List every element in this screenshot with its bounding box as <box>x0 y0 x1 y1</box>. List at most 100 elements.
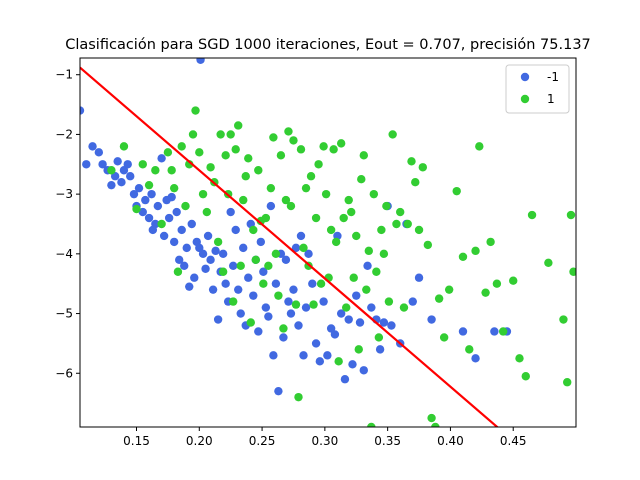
point-series-0-74 <box>284 297 293 306</box>
point-series-1-121 <box>566 210 576 220</box>
point-series-0-4 <box>98 160 107 169</box>
point-series-0-48 <box>218 249 228 259</box>
point-series-0-94 <box>348 360 357 369</box>
point-series-1-95 <box>407 157 416 166</box>
plot-frame <box>79 57 577 428</box>
point-series-1-120 <box>563 378 572 387</box>
point-series-1-61 <box>314 160 323 169</box>
legend-label-1: 1 <box>547 92 555 106</box>
point-series-1-22 <box>216 130 225 139</box>
point-series-1-122 <box>569 267 576 276</box>
point-series-1-94 <box>403 219 412 229</box>
point-series-1-23 <box>218 267 228 276</box>
point-series-1-7 <box>163 148 173 157</box>
point-series-0-44 <box>208 285 218 294</box>
point-series-1-64 <box>321 189 331 199</box>
point-series-1-118 <box>544 258 553 267</box>
point-series-1-4 <box>144 180 154 190</box>
point-series-0-63 <box>256 237 266 247</box>
point-series-0-22 <box>153 201 163 211</box>
point-series-1-11 <box>177 142 186 151</box>
point-series-1-45 <box>274 291 283 300</box>
point-series-0-60 <box>249 291 258 300</box>
point-series-0-58 <box>244 273 253 282</box>
point-series-0-23 <box>157 154 166 163</box>
x-tick-label-3: 0.30 <box>312 434 339 448</box>
point-series-0-21 <box>151 219 160 229</box>
point-series-0-80 <box>299 351 308 360</box>
point-series-1-49 <box>284 127 293 136</box>
point-series-0-104 <box>387 321 396 330</box>
point-series-1-104 <box>444 285 454 294</box>
point-series-0-9 <box>117 177 126 187</box>
point-series-0-30 <box>175 255 184 265</box>
point-series-1-31 <box>239 195 248 205</box>
point-series-1-103 <box>439 333 449 342</box>
point-series-0-27 <box>167 192 176 202</box>
boundary-line <box>80 66 499 427</box>
point-series-0-53 <box>231 225 240 235</box>
point-series-0-28 <box>169 237 179 247</box>
point-series-1-42 <box>266 183 276 193</box>
point-series-1-50 <box>286 201 296 211</box>
point-series-0-111 <box>471 354 480 363</box>
point-series-0-92 <box>340 375 350 384</box>
point-series-0-99 <box>367 303 376 312</box>
point-series-1-32 <box>241 172 250 181</box>
point-series-0-110 <box>458 327 468 336</box>
point-series-0-7 <box>110 172 120 181</box>
x-tick-label-0: 0.15 <box>123 434 150 448</box>
point-series-1-119 <box>559 315 568 324</box>
point-series-0-67 <box>266 201 276 211</box>
point-series-1-77 <box>354 345 363 354</box>
point-series-0-43 <box>206 255 215 265</box>
point-series-1-1 <box>119 142 129 151</box>
point-series-1-56 <box>301 183 311 193</box>
point-series-0-91 <box>336 309 346 318</box>
point-series-0-46 <box>213 315 223 324</box>
point-series-1-83 <box>369 189 379 199</box>
x-tick-label-1: 0.20 <box>186 434 213 448</box>
legend-box <box>505 64 570 114</box>
point-series-1-47 <box>279 324 288 333</box>
point-series-1-86 <box>377 225 386 235</box>
point-series-1-27 <box>228 297 238 306</box>
point-series-0-8 <box>113 157 122 166</box>
point-series-1-112 <box>492 279 502 288</box>
point-series-1-46 <box>276 151 286 160</box>
x-tick-label-6: 0.45 <box>500 434 527 448</box>
legend: -1 1 <box>505 64 570 114</box>
point-series-0-112 <box>490 327 499 336</box>
y-tick-label-3: −4 <box>55 247 73 261</box>
x-tick-label-4: 0.35 <box>374 434 401 448</box>
point-series-1-60 <box>311 213 321 223</box>
point-series-1-14 <box>188 130 198 139</box>
point-series-0-55 <box>236 309 245 318</box>
point-series-0-93 <box>344 315 353 324</box>
point-series-0-101 <box>375 345 385 354</box>
point-series-0-79 <box>296 231 306 241</box>
point-series-0-38 <box>195 243 204 253</box>
point-series-1-54 <box>296 145 306 154</box>
point-series-0-45 <box>211 246 220 256</box>
point-series-0-52 <box>228 261 238 270</box>
point-series-0-29 <box>172 207 181 217</box>
point-series-1-97 <box>414 225 424 235</box>
point-series-1-19 <box>206 163 215 172</box>
y-tick-label-1: −2 <box>55 127 73 141</box>
point-series-0-10 <box>119 166 129 175</box>
point-series-1-80 <box>362 285 371 294</box>
point-series-1-89 <box>384 297 394 306</box>
data-points <box>80 58 576 427</box>
point-series-0-86 <box>319 297 328 306</box>
point-series-1-35 <box>249 225 258 235</box>
point-series-1-117 <box>527 210 537 220</box>
point-series-1-40 <box>261 213 271 223</box>
point-series-0-2 <box>88 142 97 151</box>
point-series-0-11 <box>123 160 132 169</box>
point-series-1-43 <box>269 133 278 142</box>
point-series-1-17 <box>198 189 208 199</box>
point-series-0-3 <box>94 148 104 157</box>
point-series-1-114 <box>509 276 518 285</box>
